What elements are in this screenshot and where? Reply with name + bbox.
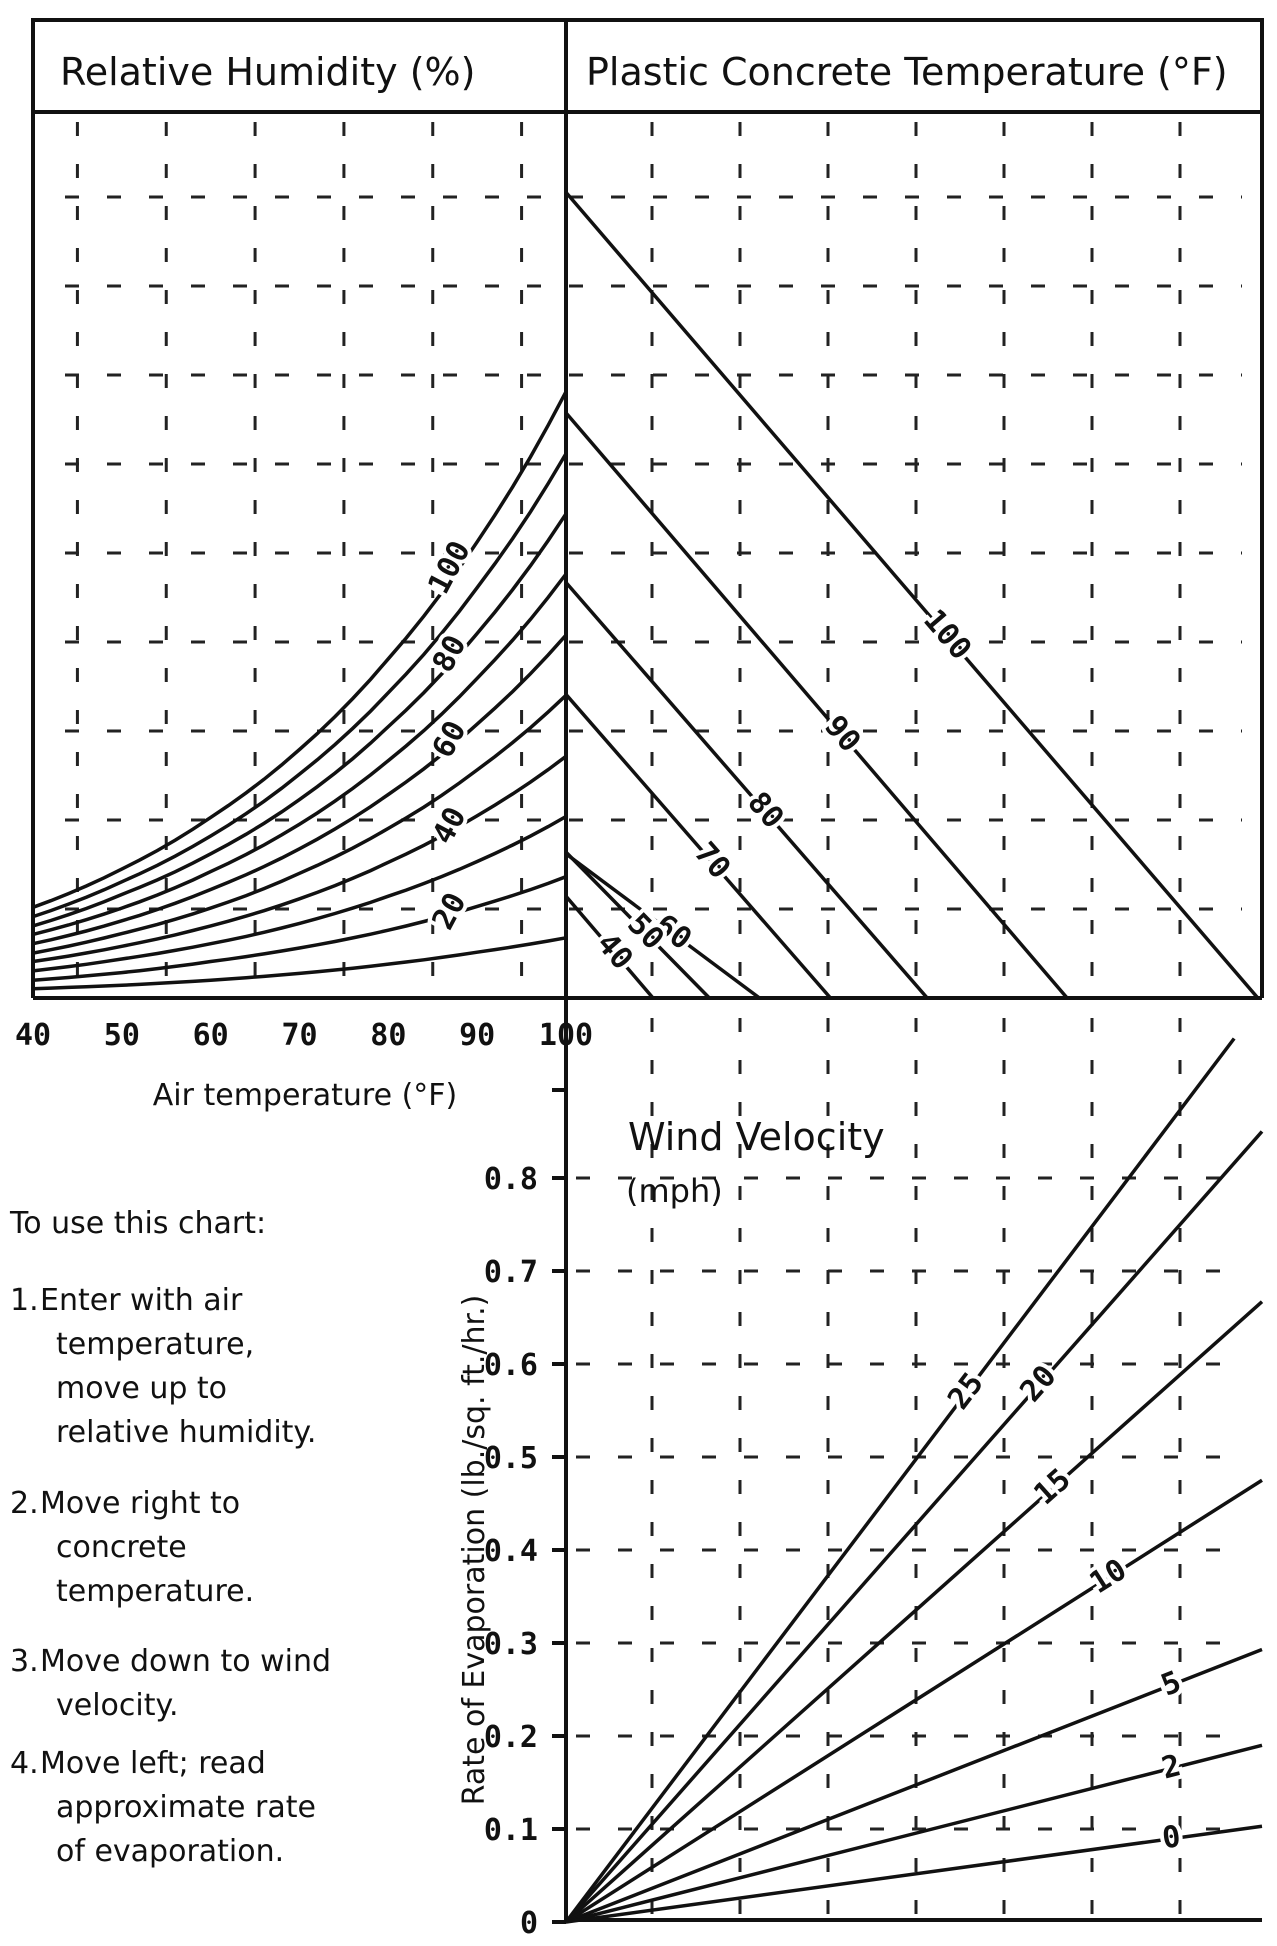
x-tick-label: 50 (104, 1018, 140, 1053)
humidity-curve-100 (32, 390, 568, 909)
instruction-step-line: relative humidity. (56, 1415, 316, 1450)
humidity-curve-60 (32, 633, 568, 946)
instructions-heading: To use this chart: (9, 1206, 266, 1241)
y-tick-label: 0.6 (484, 1348, 538, 1383)
concrete-temperature-title: Plastic Concrete Temperature (°F) (586, 50, 1228, 94)
instruction-step-line: Enter with air (40, 1283, 243, 1318)
instruction-step-line: approximate rate (56, 1790, 316, 1825)
humidity-curve-50 (32, 694, 568, 955)
concrete-line-50 (564, 850, 711, 1000)
instruction-step-number: 2. (10, 1486, 39, 1521)
instruction-step-line: velocity. (56, 1688, 179, 1723)
concrete-line-60 (564, 852, 761, 1000)
y-axis-title: Rate of Evaporation (lb./sq. ft./hr.) (457, 1295, 492, 1806)
title-box (31, 18, 1264, 114)
relative-humidity-title: Relative Humidity (%) (60, 50, 475, 94)
instruction-step-line: Move right to (40, 1486, 240, 1521)
concrete-line-100 (564, 191, 1260, 1000)
instruction-step-line: move up to (56, 1371, 227, 1406)
x-tick-label: 90 (459, 1018, 495, 1053)
wind-line-15 (564, 1300, 1264, 1924)
y-tick-label: 0.1 (484, 1813, 538, 1848)
wind-label-2: 2 (1158, 1748, 1184, 1786)
y-tick-label: 0.2 (484, 1720, 538, 1755)
y-tick-label: 0 (520, 1906, 538, 1941)
wind-label-5: 5 (1156, 1664, 1186, 1703)
concrete-line-90 (564, 411, 1069, 1000)
instruction-step-line: temperature, (56, 1327, 254, 1362)
wind-line-25 (564, 1037, 1236, 1924)
instruction-step-line: Move down to wind (40, 1644, 331, 1679)
humidity-curve-40 (32, 754, 568, 964)
humidity-curve-90 (32, 452, 568, 919)
instruction-step-line: Move left; read (40, 1746, 266, 1781)
x-tick-label: 40 (15, 1018, 51, 1053)
instruction-step-line: temperature. (56, 1574, 254, 1609)
humidity-curve-70 (32, 572, 568, 937)
y-tick-label: 0.4 (484, 1534, 538, 1569)
grid-layer (65, 122, 1242, 1920)
y-tick-label: 0.3 (484, 1627, 538, 1662)
wind-line-2 (565, 1743, 1263, 1924)
instruction-step-number: 4. (10, 1746, 39, 1781)
x-tick-label: 70 (281, 1018, 317, 1053)
x-tick-label: 100 (539, 1018, 593, 1053)
x-axis-title: Air temperature (°F) (153, 1078, 458, 1113)
wind-label-10: 10 (1084, 1552, 1133, 1601)
frame-layer (31, 18, 1264, 1924)
concrete-line-40 (564, 895, 655, 1000)
wind-line-0 (565, 1824, 1263, 1924)
wind-line-10 (565, 1478, 1263, 1924)
y-tick-label: 0.7 (484, 1255, 538, 1290)
wind-line-5 (565, 1647, 1263, 1924)
instruction-step-number: 3. (10, 1644, 39, 1679)
text-layer: Relative Humidity (%) Plastic Concrete Te… (9, 50, 1228, 1941)
wind-velocity-title: Wind Velocity (628, 1115, 885, 1159)
x-tick-label: 80 (370, 1018, 406, 1053)
concrete-line-70 (564, 693, 832, 1000)
humidity-curve-80 (32, 512, 568, 928)
humidity-label-100: 100 (421, 535, 477, 599)
instruction-step-line: concrete (56, 1530, 187, 1565)
humidity-curve-10 (32, 936, 567, 991)
wind-velocity-unit: (mph) (626, 1172, 723, 1210)
humidity-curve-20 (32, 875, 567, 982)
y-tick-label: 0.8 (484, 1162, 538, 1197)
concrete-line-80 (564, 581, 929, 1000)
humidity-curve-30 (32, 814, 567, 973)
x-tick-label: 60 (193, 1018, 229, 1053)
instruction-step-number: 1. (10, 1283, 39, 1318)
y-tick-label: 0.5 (484, 1441, 538, 1476)
instruction-step-line: of evaporation. (56, 1834, 284, 1869)
curve-layer (32, 191, 1264, 1924)
wind-line-20 (564, 1130, 1264, 1924)
wind-label-25: 25 (941, 1366, 991, 1416)
